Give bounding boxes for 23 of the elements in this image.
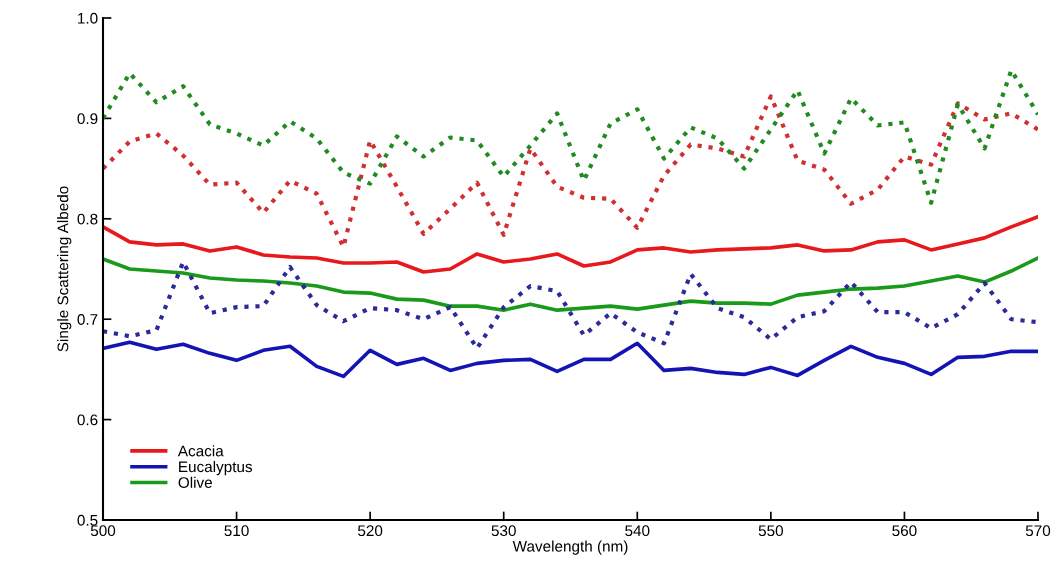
line-series [103,68,1038,205]
line-series [103,256,1038,312]
x-tick-label: 500 [90,525,116,537]
y-tick-label: 0.5 [77,514,98,526]
legend-label: Olive [178,476,212,488]
y-tick-label: 0.9 [77,113,98,125]
x-tick-label: 530 [491,525,516,537]
y-tick-label: 1.0 [78,12,98,24]
y-tick-label: 0.8 [77,213,98,225]
y-tick-label: 0.6 [77,414,98,426]
x-axis-title: Wavelength (nm) [512,540,628,555]
x-tick-label: 550 [758,525,784,537]
y-tick-label: 0.7 [77,314,98,325]
x-tick-label: 540 [625,525,650,537]
line-series [103,340,1038,379]
x-tick-label: 520 [358,525,383,537]
legend-label: Eucalyptus [179,460,253,476]
x-tick-label: 570 [1025,525,1051,537]
line-series [103,214,1038,274]
legend-label: Acacia [177,445,224,457]
x-tick-label: 510 [224,525,249,537]
y-axis-title: Single Scattering Albedo [57,186,72,352]
x-tick-label: 560 [892,525,917,537]
